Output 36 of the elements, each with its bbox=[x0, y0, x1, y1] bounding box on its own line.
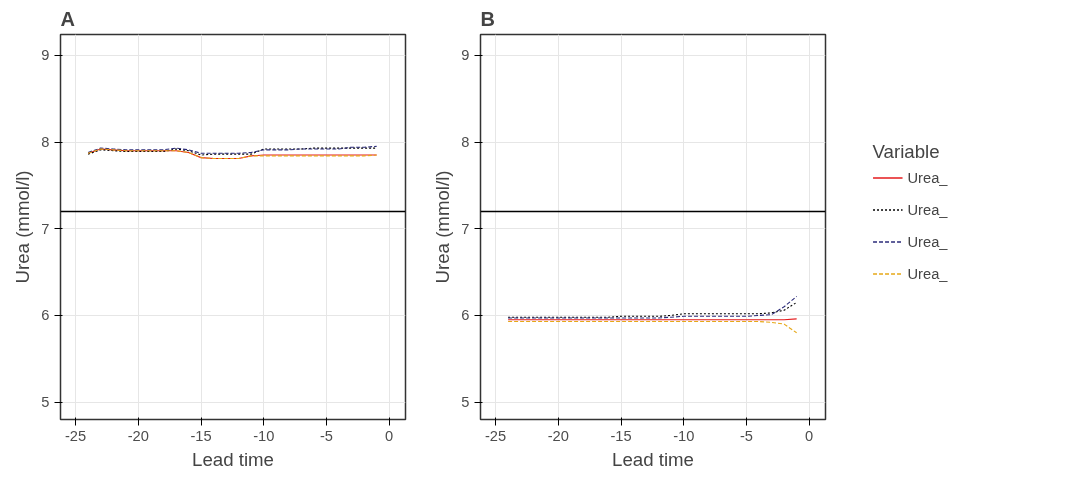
x-tick-label: -25 bbox=[64, 427, 87, 444]
chart-title: A bbox=[60, 7, 75, 30]
y-tick-label: 5 bbox=[461, 394, 470, 411]
legend-label: Urea_ bbox=[907, 265, 948, 282]
x-tick-label: -10 bbox=[673, 427, 695, 444]
x-tick-label: 0 bbox=[805, 427, 814, 444]
x-tick-label: -10 bbox=[253, 427, 275, 444]
x-tick-label: -5 bbox=[739, 427, 753, 444]
line-series bbox=[507, 320, 798, 334]
y-tick-label: 8 bbox=[461, 134, 470, 151]
y-tick-label: 6 bbox=[41, 307, 50, 324]
x-tick-label: 0 bbox=[385, 427, 394, 444]
x-axis-title: Lead time bbox=[192, 448, 274, 470]
line-series bbox=[87, 148, 378, 160]
x-tick-label: -5 bbox=[319, 427, 333, 444]
x-axis-title: Lead time bbox=[612, 448, 694, 470]
y-tick-label: 7 bbox=[41, 220, 50, 237]
legend-label: Urea_ bbox=[907, 233, 948, 250]
y-tick-label: 9 bbox=[41, 47, 50, 64]
x-tick-label: -25 bbox=[484, 427, 507, 444]
y-axis-title: Urea (mmol/l) bbox=[12, 170, 34, 284]
y-tick-label: 5 bbox=[41, 394, 50, 411]
chart-title: B bbox=[480, 7, 495, 30]
y-tick-label: 6 bbox=[461, 307, 470, 324]
y-tick-label: 9 bbox=[461, 47, 470, 64]
x-tick-label: -20 bbox=[127, 427, 149, 444]
x-tick-label: -20 bbox=[547, 427, 569, 444]
legend-title: Variable bbox=[872, 140, 941, 163]
x-tick-label: -15 bbox=[610, 427, 632, 444]
line-series bbox=[507, 295, 798, 319]
y-tick-label: 7 bbox=[461, 220, 470, 237]
y-tick-label: 8 bbox=[41, 134, 50, 151]
legend-label: Urea_ bbox=[907, 201, 948, 218]
x-tick-label: -15 bbox=[190, 427, 212, 444]
y-axis-title: Urea (mmol/l) bbox=[432, 170, 454, 284]
legend-label: Urea_ bbox=[907, 169, 948, 186]
